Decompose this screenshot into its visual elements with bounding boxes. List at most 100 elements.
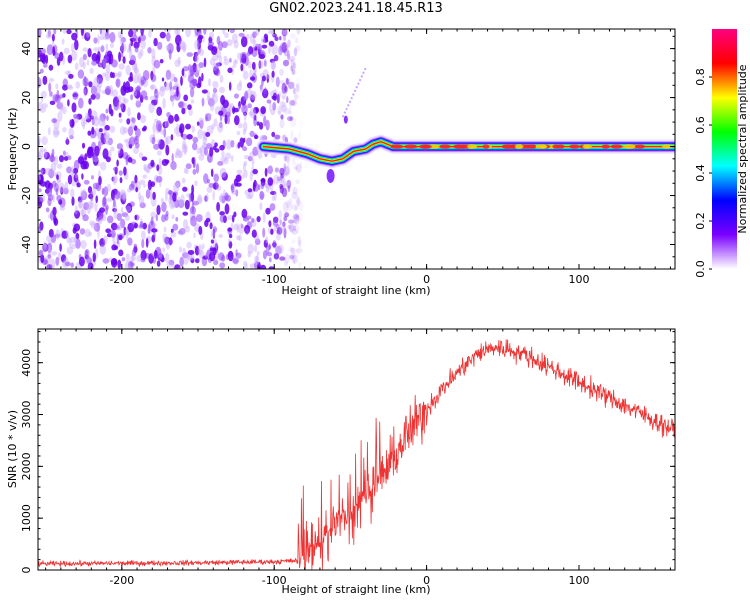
- noise-speckle: [297, 236, 301, 246]
- noise-speckle: [138, 192, 141, 200]
- noise-speckle: [171, 203, 176, 208]
- noise-speckle: [241, 36, 248, 47]
- noise-speckle: [245, 228, 249, 235]
- noise-speckle: [252, 169, 258, 174]
- noise-speckle: [195, 258, 200, 263]
- noise-speckle: [150, 85, 154, 90]
- noise-speckle: [88, 147, 93, 154]
- noise-speckle: [41, 95, 43, 102]
- noise-speckle: [253, 39, 257, 48]
- signal-blob: [467, 144, 477, 148]
- noise-speckle: [88, 81, 92, 87]
- noise-speckle: [296, 248, 303, 253]
- noise-speckle: [140, 49, 144, 57]
- noise-speckle: [65, 71, 70, 75]
- noise-speckle: [103, 36, 110, 41]
- noise-speckle: [110, 109, 113, 116]
- noise-speckle: [213, 226, 217, 232]
- noise-speckle: [181, 108, 185, 115]
- noise-speckle: [84, 180, 90, 185]
- noise-speckle: [51, 118, 57, 123]
- noise-speckle: [284, 212, 289, 217]
- snr-background: [38, 329, 675, 570]
- noise-speckle: [191, 99, 194, 103]
- noise-speckle: [218, 234, 223, 238]
- noise-speckle: [252, 31, 257, 38]
- noise-speckle: [78, 200, 83, 208]
- noise-speckle: [48, 82, 51, 92]
- noise-speckle: [157, 150, 162, 156]
- noise-speckle: [298, 213, 302, 221]
- noise-speckle: [127, 107, 131, 117]
- noise-speckle: [63, 151, 66, 156]
- noise-speckle: [185, 169, 189, 174]
- noise-speckle: [251, 218, 254, 223]
- noise-speckle: [46, 207, 50, 212]
- noise-speckle: [193, 137, 199, 143]
- noise-speckle: [142, 157, 148, 161]
- noise-speckle: [274, 253, 280, 259]
- noise-speckle: [225, 203, 230, 214]
- noise-speckle: [213, 174, 219, 183]
- noise-speckle: [82, 143, 85, 149]
- signal-feature: [327, 169, 335, 183]
- x-tick-label: 100: [568, 273, 589, 286]
- noise-speckle: [226, 139, 231, 150]
- noise-speckle: [232, 33, 238, 43]
- noise-speckle: [211, 46, 217, 55]
- noise-speckle: [218, 111, 223, 116]
- noise-speckle: [109, 126, 115, 133]
- noise-speckle: [187, 104, 192, 110]
- noise-speckle: [148, 224, 151, 234]
- signal-blob: [611, 144, 622, 148]
- noise-speckle: [157, 260, 161, 267]
- noise-speckle: [66, 29, 71, 34]
- noise-speckle: [78, 69, 84, 78]
- noise-speckle: [237, 131, 241, 135]
- noise-speckle: [206, 218, 211, 223]
- noise-speckle: [150, 160, 154, 167]
- noise-speckle: [179, 230, 184, 236]
- x-tick-label: 100: [568, 574, 589, 587]
- noise-speckle: [88, 48, 92, 57]
- noise-speckle: [296, 196, 300, 206]
- noise-speckle: [209, 32, 214, 39]
- noise-speckle: [184, 145, 188, 155]
- noise-speckle: [135, 128, 141, 138]
- noise-speckle: [165, 214, 169, 221]
- noise-speckle: [69, 119, 72, 125]
- noise-speckle: [172, 224, 178, 231]
- noise-speckle: [117, 260, 121, 270]
- noise-speckle: [299, 121, 304, 130]
- noise-speckle: [276, 77, 280, 88]
- noise-speckle: [291, 100, 297, 107]
- noise-speckle: [141, 239, 144, 249]
- noise-speckle: [169, 81, 172, 91]
- noise-speckle: [247, 103, 252, 108]
- noise-speckle: [237, 170, 243, 175]
- noise-speckle: [124, 139, 128, 143]
- noise-speckle: [68, 74, 73, 79]
- noise-speckle: [82, 214, 89, 221]
- noise-speckle: [298, 261, 301, 269]
- noise-speckle: [290, 33, 296, 38]
- noise-speckle: [94, 146, 99, 157]
- noise-speckle: [118, 150, 122, 156]
- noise-speckle: [281, 223, 284, 230]
- noise-speckle: [53, 29, 56, 35]
- noise-speckle: [85, 229, 90, 237]
- noise-speckle: [120, 177, 123, 183]
- colorbar-gradient: [712, 29, 737, 269]
- noise-speckle: [248, 244, 255, 254]
- noise-speckle: [187, 52, 194, 57]
- noise-speckle: [138, 224, 144, 228]
- noise-speckle: [272, 240, 276, 248]
- noise-speckle: [169, 49, 172, 60]
- noise-speckle: [43, 76, 48, 85]
- noise-speckle: [66, 230, 69, 237]
- noise-speckle: [98, 176, 102, 185]
- noise-speckle: [280, 114, 283, 119]
- noise-speckle: [192, 202, 195, 212]
- noise-speckle: [238, 234, 242, 241]
- noise-speckle: [205, 132, 210, 137]
